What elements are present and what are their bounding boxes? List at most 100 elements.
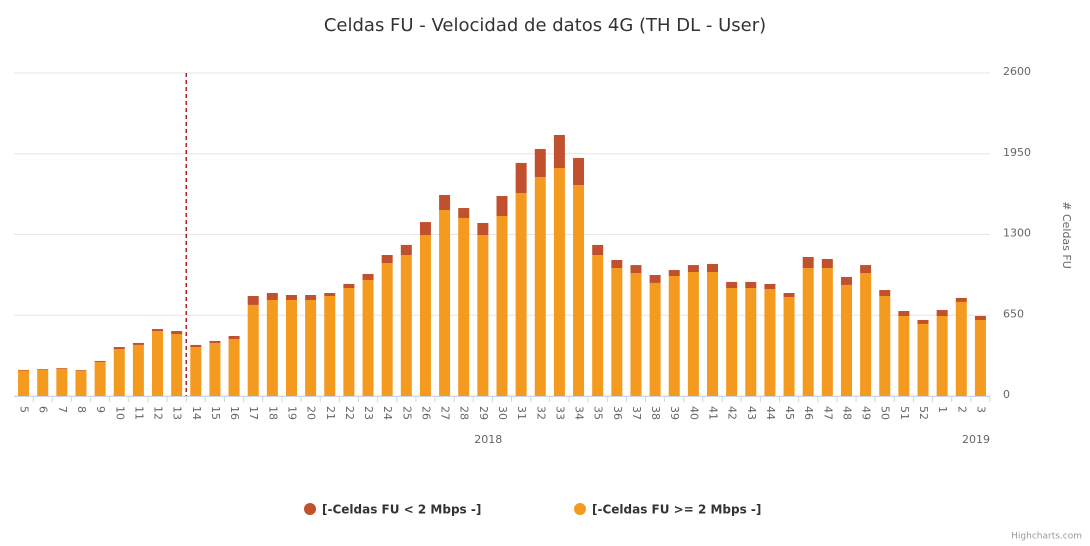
x-tick-label: 19 bbox=[285, 406, 298, 420]
x-tick-label: 49 bbox=[860, 406, 873, 420]
bar-segment bbox=[400, 244, 412, 255]
bar-segment bbox=[860, 265, 872, 274]
bar-segment bbox=[171, 334, 183, 396]
bar-segment bbox=[668, 275, 680, 396]
credits: Highcharts.com bbox=[1011, 532, 1082, 542]
bar-segment bbox=[974, 315, 986, 320]
bar-segment bbox=[515, 193, 527, 396]
bar-segment bbox=[687, 272, 699, 396]
bar-segment bbox=[630, 273, 642, 396]
bar-segment bbox=[936, 315, 948, 396]
bar-segment bbox=[228, 335, 240, 339]
bar-segment bbox=[687, 265, 699, 273]
x-tick-label: 47 bbox=[821, 406, 834, 420]
x-tick-label: 15 bbox=[209, 406, 222, 420]
x-tick-label: 21 bbox=[324, 406, 337, 420]
bar-segment bbox=[75, 370, 87, 396]
x-tick-label: 38 bbox=[649, 406, 662, 420]
bar-segment bbox=[534, 176, 546, 396]
bar-segment bbox=[496, 195, 508, 216]
bar-segment bbox=[477, 222, 489, 235]
bar-segment bbox=[152, 331, 164, 396]
bar-segment bbox=[879, 295, 891, 396]
x-tick-label: 41 bbox=[707, 406, 720, 420]
x-tick-label: 30 bbox=[496, 406, 509, 420]
bar-segment bbox=[266, 299, 278, 396]
legend-label: [-Celdas FU < 2 Mbps -] bbox=[322, 503, 481, 517]
bar-segment bbox=[879, 290, 891, 296]
y-tick-label: 2600 bbox=[1003, 65, 1031, 78]
y-tick-label: 1950 bbox=[1003, 146, 1031, 159]
bar-segment bbox=[553, 134, 565, 169]
bar-segment bbox=[439, 210, 451, 396]
bar-segment bbox=[477, 234, 489, 396]
x-tick-label: 50 bbox=[879, 406, 892, 420]
bar-segment bbox=[821, 258, 833, 269]
x-group-label: 2019 bbox=[962, 433, 990, 446]
y-tick-label: 1300 bbox=[1003, 227, 1031, 240]
bar-segment bbox=[209, 340, 221, 343]
bar-segment bbox=[113, 347, 125, 350]
bar-segment bbox=[56, 368, 68, 396]
x-tick-label: 46 bbox=[802, 406, 815, 420]
x-tick-label: 33 bbox=[553, 406, 566, 420]
bar-segment bbox=[247, 304, 259, 396]
x-tick-label: 34 bbox=[573, 406, 586, 420]
bar-segment bbox=[266, 293, 278, 300]
x-tick-label: 40 bbox=[687, 406, 700, 420]
y-axis-title: # Celdas FU bbox=[1060, 201, 1073, 269]
x-tick-label: 22 bbox=[343, 406, 356, 420]
x-tick-label: 6 bbox=[37, 406, 50, 413]
bar-segment bbox=[343, 283, 355, 289]
bar-segment bbox=[974, 319, 986, 396]
bar-segment bbox=[630, 265, 642, 274]
x-tick-label: 5 bbox=[18, 406, 31, 413]
x-tick-label: 13 bbox=[171, 406, 184, 420]
x-tick-label: 12 bbox=[152, 406, 165, 420]
bar-segment bbox=[362, 279, 374, 396]
x-tick-label: 7 bbox=[56, 406, 69, 413]
bar-segment bbox=[75, 370, 87, 371]
x-tick-label: 2 bbox=[955, 406, 968, 413]
bar-segment bbox=[860, 273, 872, 396]
bar-segment bbox=[611, 268, 623, 396]
bar-segment bbox=[18, 370, 30, 396]
bar-segment bbox=[840, 284, 852, 396]
bar-segment bbox=[400, 254, 412, 396]
bar-segment bbox=[802, 256, 814, 269]
bar-segment bbox=[611, 259, 623, 269]
x-group-label: 2018 bbox=[474, 433, 502, 446]
x-tick-label: 25 bbox=[400, 406, 413, 420]
bar-segment bbox=[94, 360, 106, 362]
bar-segment bbox=[955, 297, 967, 302]
bar-segment bbox=[783, 296, 795, 396]
bar-segment bbox=[592, 244, 604, 255]
bar-segment bbox=[247, 295, 259, 305]
bar-segment bbox=[917, 319, 929, 324]
x-tick-label: 17 bbox=[247, 406, 260, 420]
bar-segment bbox=[439, 194, 451, 211]
bar-segment bbox=[707, 272, 719, 396]
bar-segment bbox=[56, 368, 68, 369]
bar-segment bbox=[515, 162, 527, 194]
bar-segment bbox=[419, 235, 431, 396]
x-tick-label: 44 bbox=[764, 406, 777, 420]
x-tick-label: 48 bbox=[840, 406, 853, 420]
x-tick-label: 9 bbox=[94, 406, 107, 413]
bar-segment bbox=[783, 293, 795, 297]
x-tick-label: 27 bbox=[439, 406, 452, 420]
x-tick-label: 3 bbox=[974, 406, 987, 413]
y-tick-label: 650 bbox=[1003, 307, 1024, 320]
chart-title: Celdas FU - Velocidad de datos 4G (TH DL… bbox=[324, 15, 766, 36]
x-tick-label: 29 bbox=[477, 406, 490, 420]
x-tick-label: 32 bbox=[534, 406, 547, 420]
x-tick-label: 23 bbox=[362, 406, 375, 420]
bar-segment bbox=[668, 270, 680, 276]
bar-segment bbox=[381, 254, 393, 264]
x-tick-label: 52 bbox=[917, 406, 930, 420]
bar-segment bbox=[955, 301, 967, 396]
y-tick-label: 0 bbox=[1003, 388, 1010, 401]
x-tick-label: 11 bbox=[132, 406, 145, 420]
bar-segment bbox=[707, 263, 719, 273]
